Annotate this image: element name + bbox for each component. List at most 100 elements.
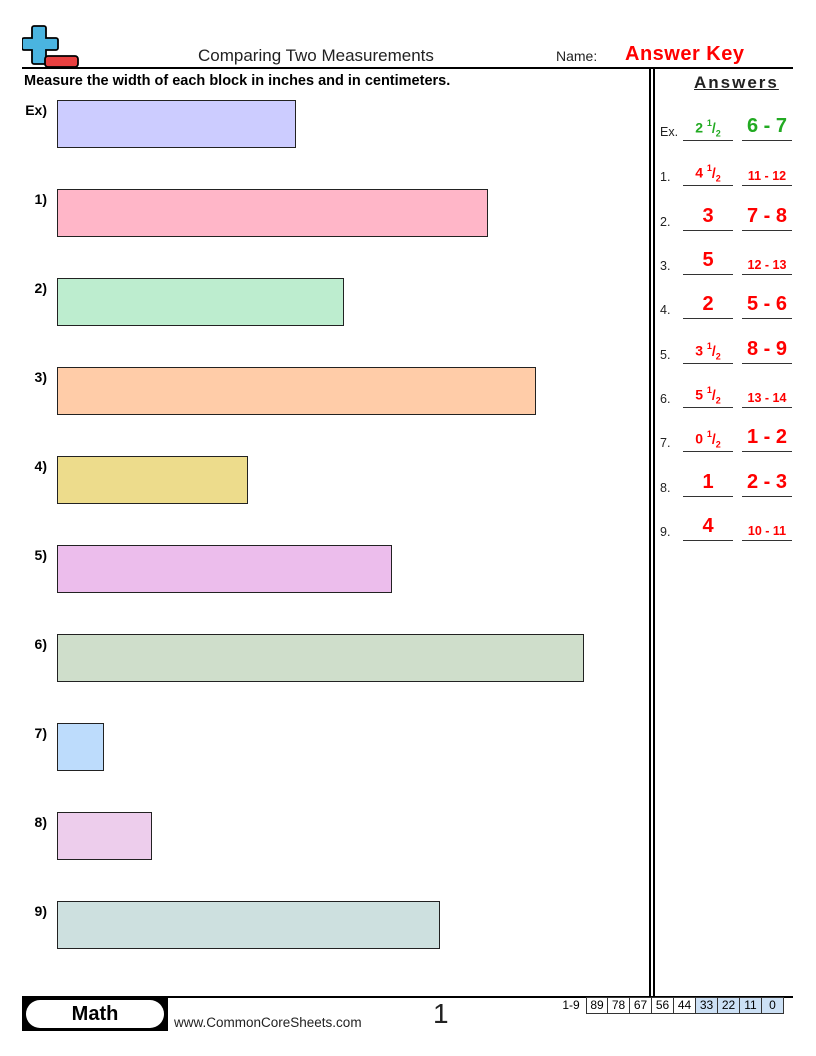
cm-answer-line [742, 539, 792, 541]
score-range: 1-9 [562, 998, 580, 1012]
problem-label: 4) [34, 458, 47, 474]
answer-number: 1. [660, 170, 671, 184]
answer-number: 4. [660, 303, 671, 317]
inches-answer: 5 1/2 [695, 384, 721, 405]
inches-answer-line [683, 362, 733, 364]
inches-answer-line [683, 184, 733, 186]
problem-label: 6) [34, 636, 47, 652]
inches-answer: 2 [702, 293, 714, 315]
inches-answer: 5 [702, 249, 714, 271]
fraction-numerator: 1 [706, 340, 712, 351]
fraction-denominator: 2 [715, 439, 721, 449]
instructions: Measure the width of each block in inche… [24, 73, 451, 89]
problem-row: 2) [0, 278, 645, 328]
score-cell: 22 [718, 997, 740, 1014]
problem-row: 4) [0, 456, 645, 506]
inches-answer: 3 [702, 205, 714, 227]
cm-answer-line [742, 273, 792, 275]
score-cell: 0 [762, 997, 784, 1014]
cm-answer: 7 - 8 [746, 205, 788, 227]
cm-answer: 10 - 11 [747, 524, 787, 538]
problem-row: 7) [0, 723, 645, 773]
problem-label: 5) [34, 547, 47, 563]
whole-number: 4 [695, 164, 703, 181]
answer-number: Ex. [660, 125, 679, 139]
inches-answer-line [683, 139, 733, 141]
cm-answer: 2 - 3 [746, 471, 788, 493]
answer-row: 4. 2 5 - 6 [656, 289, 796, 319]
measure-block [57, 367, 536, 415]
answer-row: 6. 5 1/2 13 - 14 [656, 378, 796, 408]
answer-number: 5. [660, 348, 671, 362]
score-cell: 44 [674, 997, 696, 1014]
answer-row: 3. 5 12 - 13 [656, 245, 796, 275]
fraction-denominator: 2 [715, 351, 721, 361]
measure-block [57, 456, 248, 504]
cm-answer-line [742, 450, 792, 452]
answer-row: 8. 1 2 - 3 [656, 467, 796, 497]
cm-answer-line [742, 184, 792, 186]
answer-number: 3. [660, 259, 671, 273]
fraction-numerator: 1 [706, 428, 712, 439]
measure-block [57, 545, 392, 593]
problem-row: 1) [0, 189, 645, 239]
inches-answer-line [683, 317, 733, 319]
fraction-numerator: 1 [706, 162, 712, 173]
measure-block [57, 634, 584, 682]
whole-number: 5 [695, 386, 703, 403]
problem-row: 3) [0, 367, 645, 417]
answer-row: 7. 0 1/2 1 - 2 [656, 422, 796, 452]
inches-answer-line [683, 539, 733, 541]
inches-answer: 3 1/2 [695, 340, 721, 361]
whole-number: 0 [695, 430, 703, 447]
answer-row: 9. 4 10 - 11 [656, 511, 796, 541]
cm-answer: 12 - 13 [747, 258, 787, 272]
inches-answer: 4 [702, 515, 714, 537]
name-value: Answer Key [625, 43, 745, 65]
answer-number: 2. [660, 215, 671, 229]
problem-label: 9) [34, 903, 47, 919]
problem-label: 2) [34, 280, 47, 296]
score-cell: 11 [740, 997, 762, 1014]
problem-row: 6) [0, 634, 645, 684]
measure-block [57, 812, 152, 860]
answer-number: 6. [660, 392, 671, 406]
cm-answer: 8 - 9 [746, 338, 788, 360]
inches-answer-line [683, 495, 733, 497]
inches-answer-line [683, 229, 733, 231]
inches-answer: 0 1/2 [695, 428, 721, 449]
footer-rule [22, 996, 793, 998]
cm-answer: 11 - 12 [747, 169, 787, 183]
problem-label: 7) [34, 725, 47, 741]
whole-number: 3 [695, 342, 703, 359]
score-table: 1-9 89 78 67 56 44 33 22 11 0 [556, 997, 784, 1014]
answer-number: 7. [660, 436, 671, 450]
score-cell: 33 [696, 997, 718, 1014]
measure-block [57, 723, 104, 771]
measure-block [57, 100, 296, 148]
inches-answer-line [683, 450, 733, 452]
cm-answer: 13 - 14 [747, 391, 787, 405]
answers-heading: Answers [694, 73, 779, 92]
footer-url: www.CommonCoreSheets.com [174, 1015, 362, 1030]
page-title: Comparing Two Measurements [198, 46, 434, 65]
score-cell: 67 [630, 997, 652, 1014]
cm-answer-line [742, 406, 792, 408]
answer-number: 9. [660, 525, 671, 539]
inches-answer-line [683, 406, 733, 408]
fraction-denominator: 2 [715, 128, 721, 138]
cm-answer: 1 - 2 [746, 426, 788, 448]
inches-answer: 2 1/2 [695, 117, 721, 138]
header-rule [22, 67, 793, 69]
cm-answer-line [742, 317, 792, 319]
problem-row: Ex) [0, 100, 645, 150]
cm-answer-line [742, 495, 792, 497]
inches-answer: 4 1/2 [695, 162, 721, 183]
answer-row: 5. 3 1/2 8 - 9 [656, 334, 796, 364]
measure-block [57, 901, 440, 949]
problem-row: 9) [0, 901, 645, 951]
measure-block [57, 189, 488, 237]
score-cell: 89 [586, 997, 608, 1014]
cm-answer-line [742, 362, 792, 364]
whole-number: 2 [695, 119, 703, 136]
